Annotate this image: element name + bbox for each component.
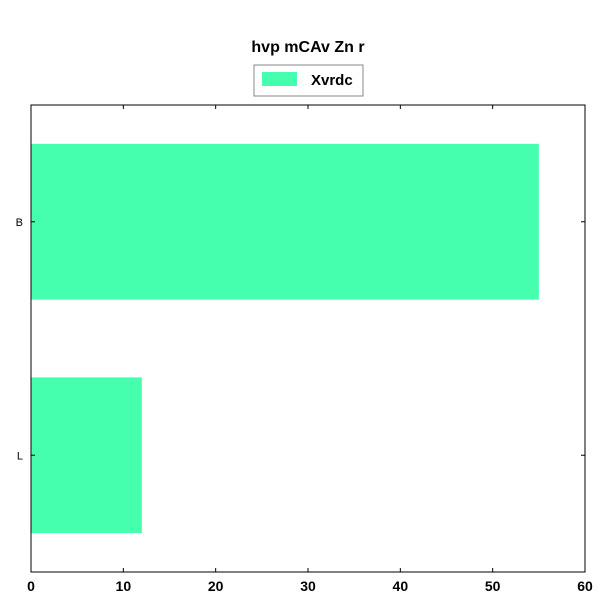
bar-l [31, 377, 142, 534]
chart-title: hvp mCAv Zn r [251, 39, 364, 56]
xtick-label-0: 0 [27, 578, 35, 594]
bar-b [31, 143, 539, 300]
y-axis: BL [16, 217, 585, 462]
legend-label: Xvrdc [311, 72, 353, 89]
xtick-label-60: 60 [577, 578, 593, 594]
xtick-label-40: 40 [393, 578, 409, 594]
x-axis: 0 10 20 30 40 50 60 [27, 105, 593, 594]
legend-swatch [262, 72, 297, 86]
xtick-label-30: 30 [300, 578, 316, 594]
bars [31, 143, 539, 534]
ytick-label-b: B [16, 217, 23, 229]
xtick-label-10: 10 [116, 578, 132, 594]
legend: Xvrdc [253, 64, 364, 97]
xtick-label-20: 20 [208, 578, 224, 594]
ytick-label-l: L [17, 450, 23, 462]
xtick-label-50: 50 [485, 578, 501, 594]
